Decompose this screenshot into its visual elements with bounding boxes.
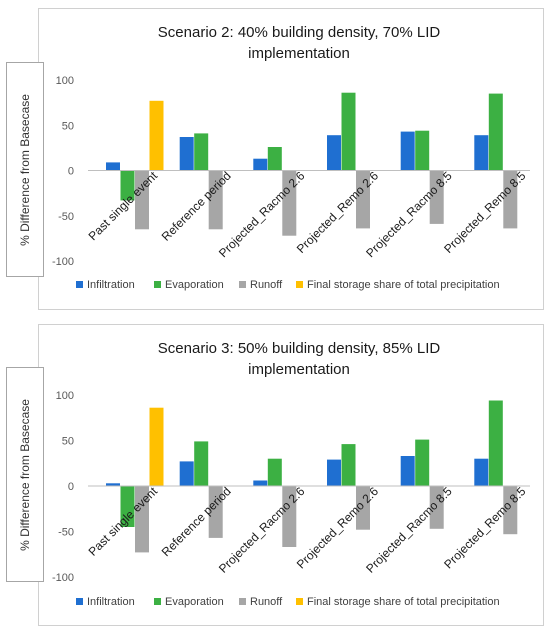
y-tick-label: -50 bbox=[58, 527, 74, 539]
bar bbox=[120, 486, 135, 527]
y-tick-label: 0 bbox=[68, 481, 74, 493]
bar bbox=[356, 170, 370, 229]
bar bbox=[488, 400, 503, 486]
bar bbox=[149, 407, 164, 486]
legend-swatch bbox=[76, 598, 83, 605]
bar bbox=[149, 100, 164, 171]
bar bbox=[503, 486, 518, 535]
bar bbox=[282, 170, 297, 236]
legend-label: Infiltration bbox=[87, 596, 135, 608]
bar bbox=[474, 458, 489, 486]
chart-panel-scenario-3 bbox=[38, 324, 544, 626]
legend-swatch bbox=[154, 598, 161, 605]
bar bbox=[282, 486, 297, 547]
bar bbox=[400, 131, 415, 171]
bar bbox=[415, 439, 430, 486]
y-tick-label: 50 bbox=[62, 436, 74, 448]
bar bbox=[194, 133, 209, 171]
bar bbox=[106, 162, 120, 171]
chart-title: Scenario 3: 50% building density, 85% LI… bbox=[158, 340, 441, 357]
bar bbox=[415, 130, 430, 171]
bar bbox=[179, 137, 194, 171]
bar bbox=[267, 147, 282, 171]
y-tick-label: 50 bbox=[62, 120, 74, 132]
chart-title: implementation bbox=[248, 361, 350, 378]
y-tick-label: -100 bbox=[52, 572, 74, 584]
legend-swatch bbox=[296, 281, 303, 288]
bar bbox=[341, 444, 356, 486]
legend-swatch bbox=[76, 281, 83, 288]
legend-swatch bbox=[239, 281, 246, 288]
chart-panel-scenario-2 bbox=[38, 8, 544, 310]
bar bbox=[208, 170, 223, 230]
bar bbox=[179, 461, 194, 486]
bar bbox=[208, 486, 223, 538]
bar bbox=[474, 135, 489, 171]
bar bbox=[327, 135, 341, 171]
chart-title: implementation bbox=[248, 45, 350, 62]
legend-label: Evaporation bbox=[165, 279, 224, 291]
bar bbox=[106, 483, 120, 486]
y-tick-label: -50 bbox=[58, 211, 74, 223]
y-tick-label: 100 bbox=[56, 390, 74, 402]
bar bbox=[488, 93, 503, 171]
bar bbox=[503, 170, 518, 229]
bar bbox=[429, 486, 444, 529]
bar bbox=[341, 92, 356, 171]
bar bbox=[194, 441, 209, 486]
bar bbox=[267, 458, 282, 486]
y-tick-label: 0 bbox=[68, 166, 74, 178]
chart-title: Scenario 2: 40% building density, 70% LI… bbox=[158, 24, 441, 41]
legend-label: Runoff bbox=[250, 596, 283, 608]
bar bbox=[400, 456, 415, 486]
legend-label: Final storage share of total precipitati… bbox=[307, 279, 500, 291]
bar bbox=[356, 486, 370, 530]
y-axis-label-box-scenario-3: % Difference from Basecase bbox=[6, 367, 44, 582]
bar bbox=[253, 158, 268, 171]
y-tick-label: 100 bbox=[56, 75, 74, 87]
bar bbox=[253, 480, 268, 486]
legend-swatch bbox=[154, 281, 161, 288]
bar bbox=[135, 170, 149, 230]
legend-label: Runoff bbox=[250, 279, 283, 291]
bar bbox=[135, 486, 149, 553]
bar bbox=[120, 170, 135, 201]
legend-label: Infiltration bbox=[87, 279, 135, 291]
bar bbox=[429, 170, 444, 224]
legend-swatch bbox=[239, 598, 246, 605]
y-axis-label-box-scenario-2: % Difference from Basecase bbox=[6, 62, 44, 277]
legend-swatch bbox=[296, 598, 303, 605]
legend-label: Evaporation bbox=[165, 596, 224, 608]
y-tick-label: -100 bbox=[52, 256, 74, 268]
legend-label: Final storage share of total precipitati… bbox=[307, 596, 500, 608]
bar bbox=[327, 459, 341, 486]
